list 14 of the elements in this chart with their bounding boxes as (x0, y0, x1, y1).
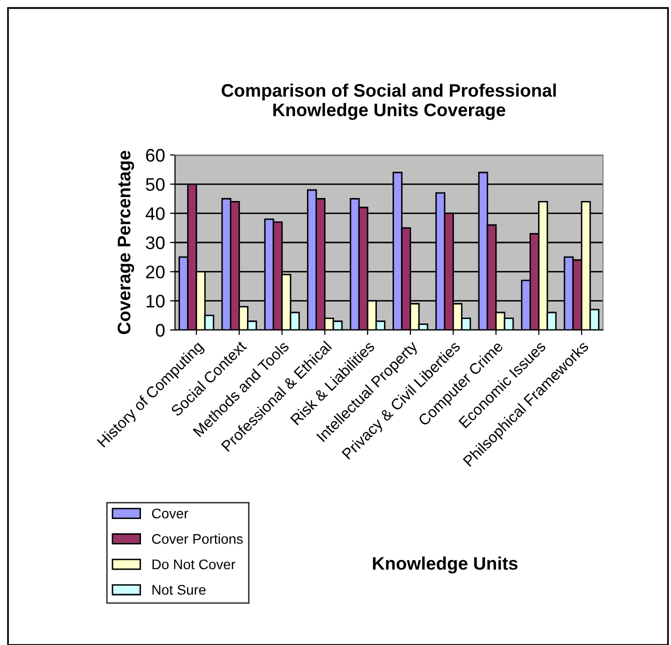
legend-label: Not Sure (152, 584, 206, 595)
y-tick-label: 40 (146, 207, 165, 220)
legend-label: Cover Portions (152, 534, 243, 544)
y-axis-title: Coverage Percentage (118, 150, 134, 334)
y-tick-label: 0 (156, 324, 165, 337)
y-tick-label: 20 (146, 266, 165, 278)
y-tick-label: 30 (146, 236, 165, 250)
legend-label: Cover (152, 508, 188, 518)
text: Knowledge Units (372, 556, 518, 574)
legend-label: Do Not Cover (152, 559, 236, 570)
chart-title: Comparison of Social and Professional Knowledge Units Coverage (222, 84, 556, 120)
y-tick-label: 50 (146, 178, 165, 191)
y-tick-label: 60 (146, 148, 165, 162)
y-tick-label: 10 (146, 294, 165, 308)
